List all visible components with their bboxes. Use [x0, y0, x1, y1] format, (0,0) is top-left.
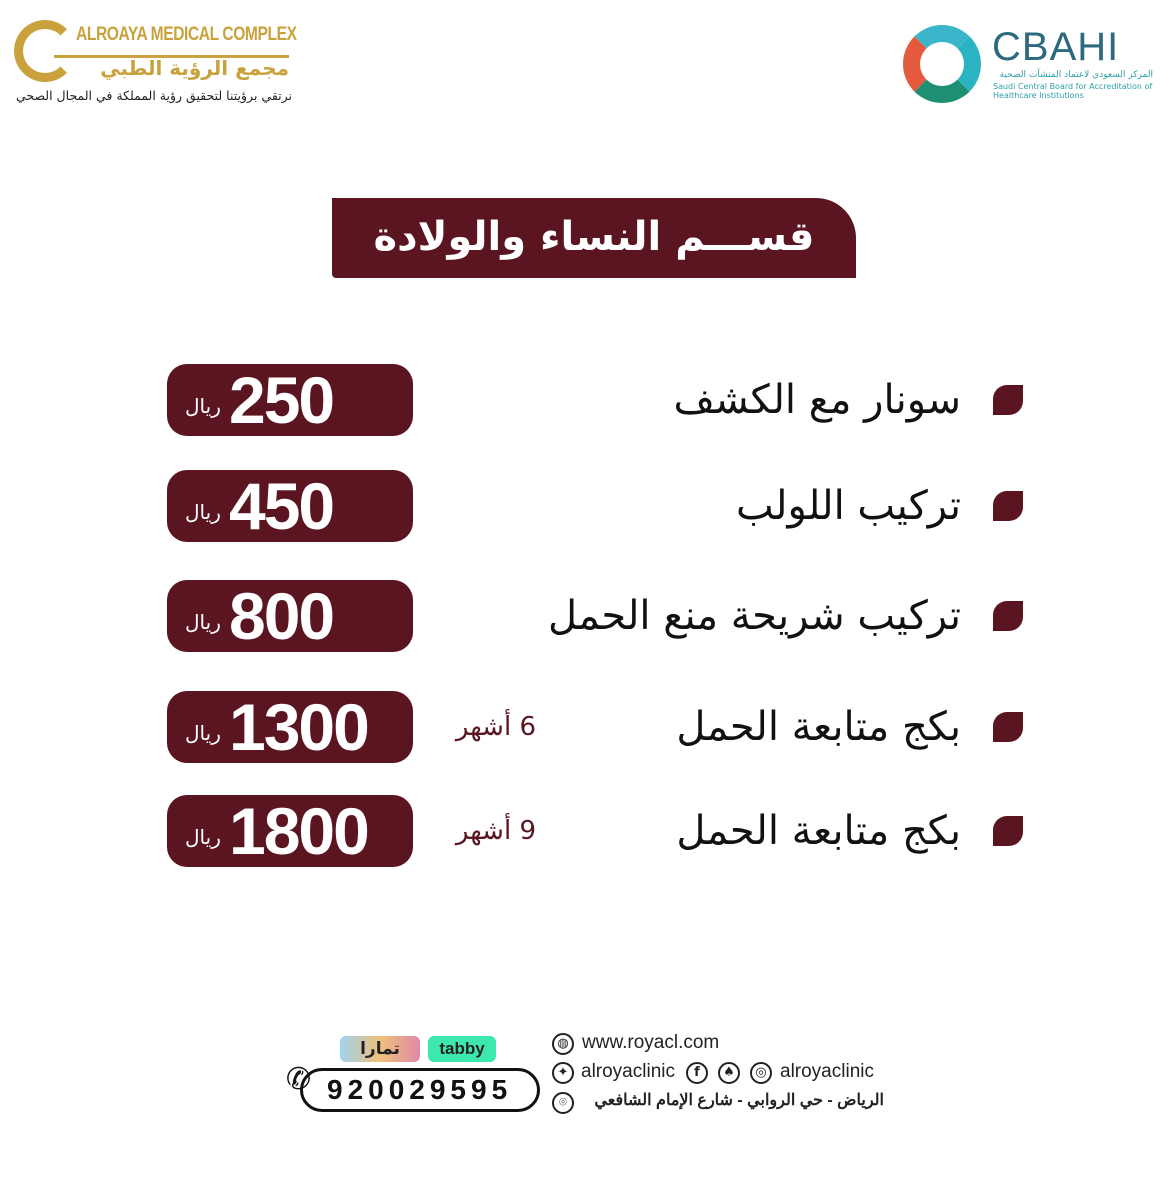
price-tag: ريال 1800 — [167, 795, 413, 867]
service-name: سونار مع الكشف — [673, 377, 961, 423]
currency-label: ريال — [185, 394, 221, 418]
currency-label: ريال — [185, 825, 221, 849]
service-duration: 9 أشهر — [455, 816, 536, 846]
clinic-logo: ALROAYA MEDICAL COMPLEX مجمع الرؤية الطب… — [14, 18, 299, 108]
cbahi-subtitle-en: Saudi Central Board for Accreditation of… — [993, 82, 1153, 100]
service-row: بكج متابعة الحمل 6 أشهر ريال 1300 — [0, 691, 1169, 763]
price-value: 450 — [229, 469, 335, 543]
bullet-leaf-icon — [993, 385, 1023, 415]
location-icon: ⌾ — [552, 1092, 574, 1114]
instagram-handle[interactable]: alroyaclinic — [780, 1061, 874, 1082]
cbahi-title: CBAHI — [992, 25, 1120, 69]
service-name: تركيب شريحة منع الحمل — [547, 593, 961, 639]
service-row: بكج متابعة الحمل 9 أشهر ريال 1800 — [0, 795, 1169, 867]
service-name: تركيب اللولب — [736, 483, 961, 529]
currency-label: ريال — [185, 721, 221, 745]
price-value: 1800 — [229, 794, 370, 868]
service-row: تركيب شريحة منع الحمل ريال 800 — [0, 580, 1169, 652]
price-tag: ريال 800 — [167, 580, 413, 652]
service-duration: 6 أشهر — [455, 712, 536, 742]
instagram-icon[interactable]: ◎ — [750, 1062, 772, 1084]
service-name: بكج متابعة الحمل — [676, 704, 961, 750]
crescent-logo-icon — [14, 20, 76, 82]
twitter-icon[interactable]: ✦ — [552, 1062, 574, 1084]
price-value: 250 — [229, 363, 335, 437]
currency-label: ريال — [185, 500, 221, 524]
department-banner: قســـم النساء والولادة — [332, 198, 856, 278]
price-tag: ريال 250 — [167, 364, 413, 436]
facebook-icon[interactable]: f — [686, 1062, 708, 1084]
bullet-leaf-icon — [993, 712, 1023, 742]
price-tag: ريال 450 — [167, 470, 413, 542]
snapchat-icon[interactable]: ♠ — [718, 1062, 740, 1084]
twitter-handle[interactable]: alroyaclinic — [581, 1061, 675, 1082]
service-name: بكج متابعة الحمل — [676, 808, 961, 854]
bullet-leaf-icon — [993, 816, 1023, 846]
logo-divider — [54, 55, 289, 58]
phone-number[interactable]: 920029595 — [300, 1068, 540, 1112]
bullet-leaf-icon — [993, 601, 1023, 631]
price-value: 1300 — [229, 690, 370, 764]
tabby-badge: tabby — [428, 1036, 496, 1062]
phone-icon: ✆ — [286, 1062, 312, 1097]
globe-icon: ◍ — [552, 1033, 574, 1055]
service-row: تركيب اللولب ريال 450 — [0, 470, 1169, 542]
currency-label: ريال — [185, 610, 221, 634]
price-tag: ريال 1300 — [167, 691, 413, 763]
tamara-badge: تمارا — [340, 1036, 420, 1062]
clinic-slogan: نرتقي برؤيتنا لتحقيق رؤية المملكة في الم… — [15, 88, 292, 103]
website-link[interactable]: www.royacl.com — [582, 1032, 720, 1053]
price-value: 800 — [229, 579, 335, 653]
service-row: سونار مع الكشف ريال 250 — [0, 364, 1169, 436]
clinic-name-ar: مجمع الرؤية الطبي — [100, 56, 289, 80]
address: الرياض - حي الروابي - شارع الإمام الشافع… — [594, 1092, 884, 1109]
bullet-leaf-icon — [993, 491, 1023, 521]
cbahi-ring-icon — [903, 25, 981, 103]
clinic-name-en: ALROAYA MEDICAL COMPLEX — [76, 24, 297, 45]
cbahi-subtitle-ar: المركز السعودي لاعتماد المنشآت الصحية — [999, 70, 1153, 80]
